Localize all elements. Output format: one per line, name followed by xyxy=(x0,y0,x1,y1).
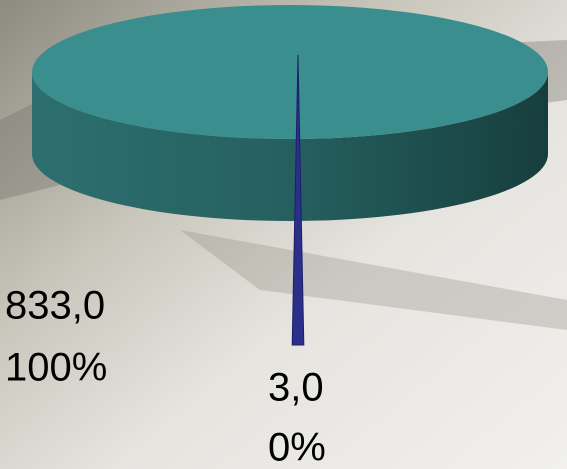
pie-slice xyxy=(32,5,548,139)
percent-label: 100% xyxy=(5,346,107,390)
chart: 833,0 100% 3,0 0% xyxy=(0,0,567,469)
value-label: 3,0 xyxy=(268,366,324,410)
percent-label: 0% xyxy=(268,426,326,469)
value-label: 833,0 xyxy=(5,284,105,328)
